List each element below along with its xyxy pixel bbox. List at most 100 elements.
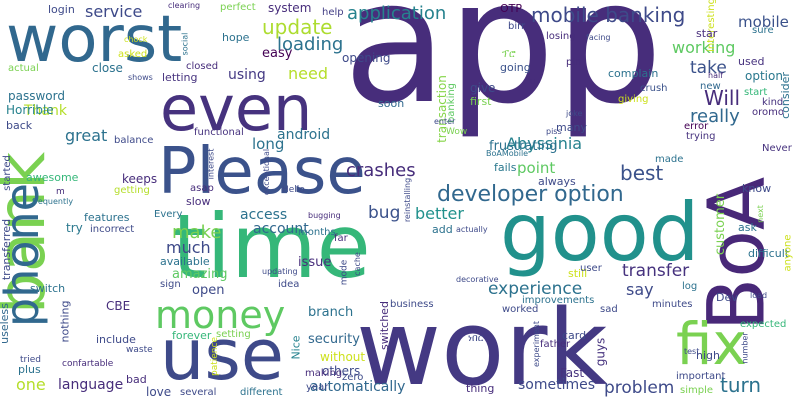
word-asap: asap [190,183,214,194]
word-worst: worst [6,3,183,77]
word-language: language [58,377,124,393]
word-error: error [684,121,709,132]
word-crashes: crashes [346,160,416,181]
word-take: take [690,58,727,78]
word-difficult: difficult [748,247,790,260]
word-chock: chock [124,35,148,44]
word-functional: functional [194,127,244,138]
word-developer-option: developer option [437,182,624,207]
word-others: others [322,364,361,378]
word-include: include [96,333,136,346]
word-letting: letting [162,71,198,84]
word-point: point [517,159,556,177]
word-awesome: awesome [26,171,79,184]
word-bug: bug [368,203,401,223]
word-keeps: keeps [122,172,158,186]
word-application: application [347,3,447,24]
word-problem: problem [604,378,675,398]
word-nothing: nothing [58,300,72,343]
word-android: android [277,127,331,143]
word-dev: Dev [716,291,738,304]
word-getting: getting [114,185,150,196]
word-m: m [56,187,65,197]
word-used: used [738,55,765,68]
word-actual: actual [8,63,39,74]
word-business: business [390,299,434,310]
word-know: know [742,182,772,195]
word-branch: branch [308,305,354,320]
word-mobile-banking: mobile banking [531,3,686,27]
word-complain: complain [608,67,659,80]
word-really: really [690,106,740,127]
word-switched: switched [377,301,391,350]
word-waste: waste [126,345,153,355]
word-issue: issue [298,255,332,270]
word-guys: guys [593,337,608,367]
word-joke: joke [566,109,583,118]
word-patience: patience [209,337,220,376]
word-plus: plus [18,363,41,376]
word-work: work [356,287,608,400]
word-give: give [470,81,496,95]
word-perfect: perfect [220,2,256,13]
word-months: months [298,227,336,238]
word-switch: switch [30,282,66,295]
word-account: account [253,221,309,237]
word-father: father [540,339,571,350]
word-fast: Fast [560,366,585,380]
word-thank: Thank [24,103,67,119]
word-interest: interest [206,148,216,180]
word-best: best [620,161,664,185]
word-money: money [155,293,286,337]
word-different: different [240,387,283,398]
word-reinstalling: reinstalling [403,177,413,223]
word-one: one [16,375,46,394]
word-making: making [305,368,343,379]
word-every: Every [154,209,183,220]
word-customer: customer [713,193,729,256]
word-please: Please [158,135,366,209]
word-mobile: mobile [738,13,789,31]
word-horrible: Horrible [6,103,54,117]
word-use: use [160,314,284,396]
word-wow: Wow [446,127,468,137]
word-balance: balance [114,135,154,146]
word-anyone: anyone [782,234,794,272]
word-access: access [240,207,288,223]
word-add: add [432,223,453,236]
word-several: several [180,387,217,398]
word-shows: shows [128,73,153,82]
word-card: card [562,329,587,342]
word-working: working [672,38,736,57]
word-security: security [308,332,360,347]
word-many: many [556,121,587,134]
word-minutes: minutes [652,299,693,310]
word-important: important [676,371,726,382]
word-start: start [744,87,768,98]
word-turn: turn [720,373,762,397]
word-piss: piss [546,127,562,136]
word-test: test [684,347,700,356]
word-say: say [626,280,654,299]
word-cbe: CBE [106,299,131,313]
word-thing: thing [466,382,495,395]
word-will: Will [704,86,741,110]
word-even: even [160,72,313,145]
word-amazing: amazing [172,267,228,282]
word-forever: forever [172,329,212,342]
word-next: next [755,205,765,223]
word-love: love [146,385,172,399]
word-opening: opening [342,51,391,65]
word-option: option [745,69,783,83]
word-decorative: decorative [456,275,499,284]
word-nice: Nice [289,335,303,360]
word-long: long [252,135,285,153]
word-useless: useless [0,303,11,344]
word-available: available [160,255,210,268]
word-slow: slow [186,195,211,208]
word-log: log [682,281,698,292]
word-setting: setting [216,329,251,340]
word-close: close [92,61,123,75]
word-amharic-1: ፕሮ [502,49,516,60]
